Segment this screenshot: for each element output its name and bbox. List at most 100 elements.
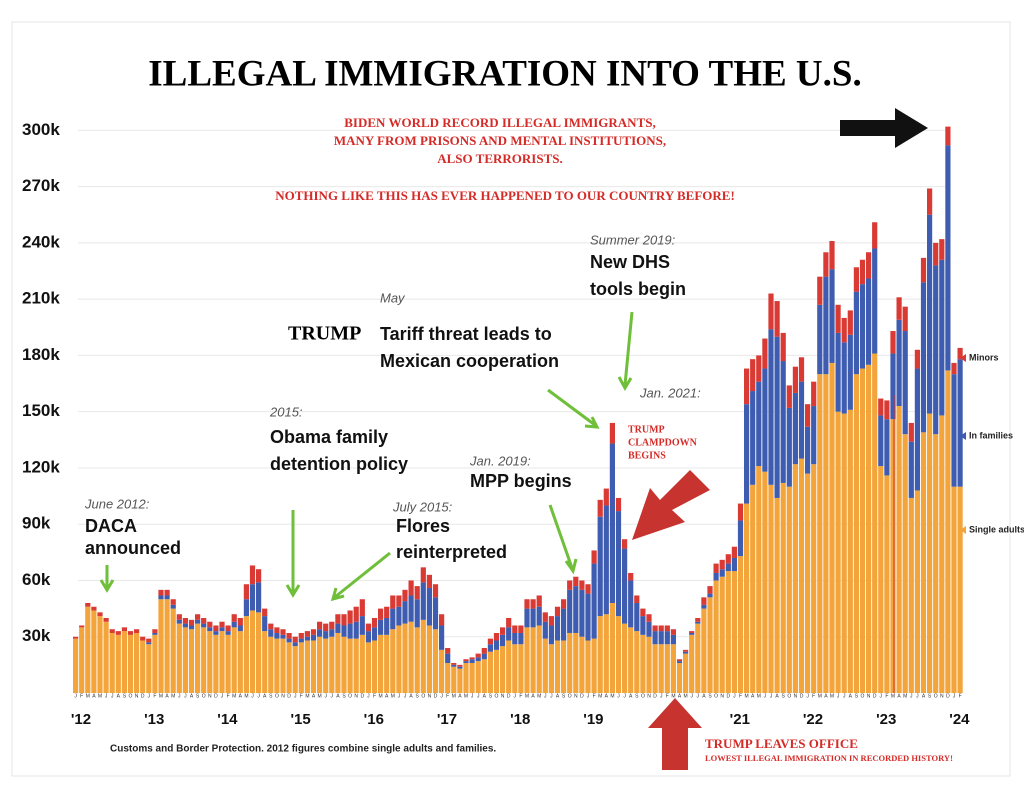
x-tick-label: D — [141, 693, 145, 699]
x-tick-label: S — [123, 693, 127, 699]
bar-segment — [286, 638, 292, 643]
bar-segment — [213, 634, 219, 693]
bar-segment — [262, 608, 268, 617]
bar-segment — [359, 599, 365, 617]
bar-segment — [378, 608, 384, 620]
x-tick-label: D — [287, 693, 291, 699]
bar-segment — [756, 381, 762, 467]
bar-segment — [920, 282, 927, 433]
bar-segment — [670, 634, 676, 645]
bar-segment — [573, 632, 579, 693]
bar-segment — [158, 599, 164, 693]
bar-segment — [597, 516, 603, 617]
bar-segment — [146, 638, 152, 643]
x-tick-label: N — [720, 693, 724, 699]
bar-segment — [237, 631, 243, 693]
x-tick-label: M — [232, 693, 236, 699]
x-tick-label: M — [818, 693, 822, 699]
bar-segment — [933, 242, 939, 266]
bar-segment — [140, 636, 146, 641]
bar-segment — [323, 638, 329, 693]
bar-segment — [268, 629, 274, 637]
bar-segment — [109, 629, 115, 633]
x-tick-label: F — [153, 693, 156, 699]
bar-segment — [878, 398, 884, 416]
bar-segment — [91, 606, 97, 611]
bar-segment — [414, 627, 420, 693]
legend-label: Single adults — [969, 524, 1024, 534]
bar-segment — [762, 471, 768, 693]
x-tick-label: J — [331, 693, 334, 699]
bar-segment — [951, 374, 957, 487]
bar-segment — [542, 612, 548, 622]
bar-segment — [103, 621, 109, 693]
x-tick-label: S — [928, 693, 932, 699]
bar-segment — [371, 640, 378, 693]
annotation: Mexican cooperation — [380, 351, 559, 371]
bar-segment — [310, 634, 317, 641]
bar-segment — [475, 653, 481, 658]
x-group-label: '17 — [437, 711, 457, 728]
x-tick-label: N — [940, 693, 944, 699]
annotation: Jan. 2019: — [469, 453, 531, 468]
x-tick-label: O — [129, 693, 133, 699]
bar-segment — [646, 621, 652, 637]
bar-segment — [439, 614, 445, 626]
x-tick-label: N — [354, 693, 358, 699]
bar-segment — [170, 608, 176, 693]
bar-segment — [378, 634, 384, 693]
x-tick-label: M — [244, 693, 248, 699]
bar-segment — [683, 651, 689, 654]
bar-segment — [390, 608, 396, 630]
bar-segment — [713, 563, 719, 573]
bar-segment — [335, 623, 341, 633]
bar-segment — [573, 576, 579, 587]
bar-segment — [359, 616, 365, 635]
bar-segment — [615, 497, 622, 512]
bar-segment — [676, 661, 683, 663]
bar-segment — [530, 627, 536, 693]
bar-segment — [890, 331, 896, 354]
x-group-label: '13 — [144, 711, 164, 728]
bar-segment — [225, 634, 231, 693]
bar-segment — [676, 659, 683, 662]
bar-segment — [195, 614, 201, 620]
x-tick-label: J — [544, 693, 547, 699]
bar-segment — [786, 486, 792, 693]
bar-segment — [609, 443, 615, 603]
bar-segment — [872, 248, 878, 354]
bar-segment — [79, 625, 85, 628]
bar-segment — [121, 631, 127, 693]
bar-segment — [774, 497, 780, 693]
x-tick-label: F — [739, 693, 742, 699]
bar-segment — [805, 404, 811, 427]
bar-segment — [853, 267, 859, 292]
bar-segment — [756, 466, 762, 693]
bar-segment — [603, 488, 609, 506]
bar-segment — [878, 415, 884, 467]
x-tick-label: M — [391, 693, 395, 699]
bar-segment — [707, 597, 713, 693]
bar-segment — [951, 362, 957, 375]
x-tick-label: N — [208, 693, 212, 699]
bar-segment — [371, 617, 378, 628]
x-tick-label: D — [726, 693, 730, 699]
bar-segment — [652, 625, 658, 632]
bar-segment — [292, 646, 298, 693]
x-tick-label: M — [464, 693, 468, 699]
bar-segment — [859, 368, 866, 693]
bar-segment — [811, 406, 817, 465]
bar-segment — [554, 640, 561, 693]
bar-segment — [176, 623, 182, 693]
x-tick-label: O — [568, 693, 572, 699]
bar-segment — [811, 381, 817, 407]
x-tick-label: J — [148, 693, 151, 699]
bar-segment — [768, 329, 774, 485]
x-tick-label: N — [574, 693, 578, 699]
x-tick-label: J — [806, 693, 809, 699]
bar-segment — [811, 464, 817, 693]
bar-segment — [957, 347, 963, 360]
bar-segment — [439, 625, 445, 650]
annotation: June 2012: — [84, 496, 150, 511]
bar-segment — [335, 614, 341, 624]
